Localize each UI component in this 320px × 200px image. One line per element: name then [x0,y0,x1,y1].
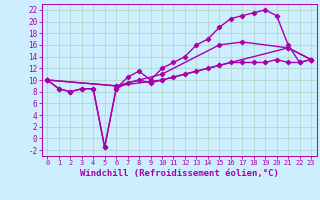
X-axis label: Windchill (Refroidissement éolien,°C): Windchill (Refroidissement éolien,°C) [80,169,279,178]
